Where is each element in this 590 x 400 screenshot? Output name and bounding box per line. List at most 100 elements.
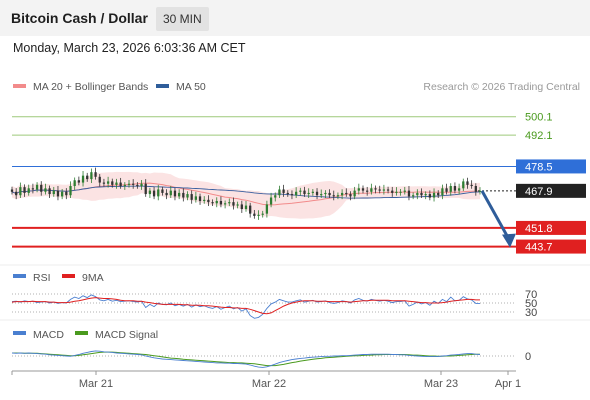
forecast-arrow [480, 190, 510, 239]
candle-body [98, 176, 101, 183]
candle-body [441, 188, 444, 196]
candle-body [257, 214, 260, 216]
candle-body [340, 192, 344, 196]
support-label-box [516, 239, 586, 254]
candle-body [148, 190, 152, 195]
candle-body [223, 203, 227, 205]
candle-body [35, 184, 39, 190]
candle-body [403, 190, 406, 192]
candle-body [15, 191, 18, 196]
copyright-text: Research © 2026 Trading Central [423, 81, 580, 93]
candle-body [106, 181, 110, 184]
candle-body [127, 183, 131, 185]
candle-body [65, 191, 68, 196]
candle-body [169, 190, 172, 196]
ma50-line [11, 185, 481, 199]
x-axis: Mar 21 Mar 22 Mar 23 Apr 1 [11, 370, 521, 390]
candle-body [77, 180, 80, 183]
macd-pane: MACD MACD Signal 0 [11, 329, 531, 368]
candle-body [236, 204, 239, 206]
candle-body [157, 189, 160, 197]
candle-body [190, 194, 193, 200]
candle-body [52, 190, 55, 195]
candle-body [274, 195, 277, 198]
candle-body [161, 189, 164, 193]
candle-body [299, 190, 302, 192]
candle-body [457, 188, 461, 191]
candle-body [269, 197, 273, 205]
candle-body [353, 190, 356, 197]
x-tick-label: Mar 22 [252, 378, 286, 390]
candle-body [311, 191, 314, 193]
candle-body [178, 192, 181, 197]
candle-body [428, 194, 431, 198]
x-tick-label: Mar 23 [424, 378, 458, 390]
legend-swatch [62, 274, 75, 278]
candle-body [27, 188, 30, 193]
candle-body [453, 186, 457, 191]
rsi-level-label: 70 [525, 289, 537, 301]
candle-body [132, 183, 135, 185]
macd-level-label: 0 [525, 351, 531, 363]
candle-body [295, 191, 298, 196]
candle-body [395, 191, 398, 193]
candle-body [23, 187, 26, 193]
candle-body [332, 195, 335, 197]
chart-header: Bitcoin Cash / Dollar 30 MIN [0, 0, 590, 36]
last-label: 467.9 [525, 186, 553, 198]
candle-body [336, 195, 340, 197]
candle-body [361, 188, 365, 191]
timeframe-button[interactable]: 30 MIN [156, 7, 209, 31]
candle-body [186, 194, 189, 198]
candle-body [56, 190, 60, 197]
candle-body [19, 187, 22, 196]
resistance-label: 492.1 [525, 130, 553, 142]
candle-body [102, 182, 106, 184]
candle-body [86, 175, 89, 180]
candle-body [203, 199, 206, 201]
candle-body [478, 190, 482, 192]
candle-body [324, 192, 327, 195]
legend-label: RSI [33, 272, 51, 284]
candles [10, 167, 482, 220]
candle-body [286, 192, 289, 195]
legend-swatch [13, 331, 26, 335]
candle-body [81, 175, 85, 183]
legend-label: MA 20 + Bollinger Bands [33, 81, 148, 93]
x-tick-label: Mar 21 [79, 378, 113, 390]
candle-body [31, 188, 35, 190]
macd-line [11, 350, 481, 368]
candle-body [378, 189, 381, 191]
rsi-level-label: 50 [525, 298, 537, 310]
candle-body [357, 188, 360, 191]
candle-body [73, 180, 76, 187]
support-label-box [516, 220, 586, 235]
candle-body [366, 190, 369, 192]
candle-body [165, 192, 168, 196]
candle-body [119, 182, 122, 187]
candle-body [412, 195, 415, 197]
candle-body [90, 172, 93, 180]
candle-body [382, 189, 386, 191]
candle-body [69, 186, 72, 196]
candle-body [320, 194, 323, 196]
candle-body [303, 190, 306, 195]
legend-label: 9MA [82, 272, 104, 284]
candle-body [261, 213, 264, 215]
candle-body [432, 192, 436, 198]
candle-body [10, 189, 14, 192]
candle-body [152, 190, 156, 197]
candle-body [61, 191, 64, 197]
candle-body [282, 189, 285, 193]
candle-body [215, 200, 218, 204]
candle-body [290, 194, 294, 196]
candle-body [44, 188, 47, 192]
candle-body [349, 194, 352, 197]
candle-body [470, 184, 473, 187]
macd-signal-line [12, 351, 480, 367]
legend-label: MACD Signal [95, 329, 158, 341]
candle-body [416, 192, 419, 196]
candle-body [40, 184, 43, 192]
candle-body [140, 183, 143, 187]
candle-body [211, 202, 214, 204]
